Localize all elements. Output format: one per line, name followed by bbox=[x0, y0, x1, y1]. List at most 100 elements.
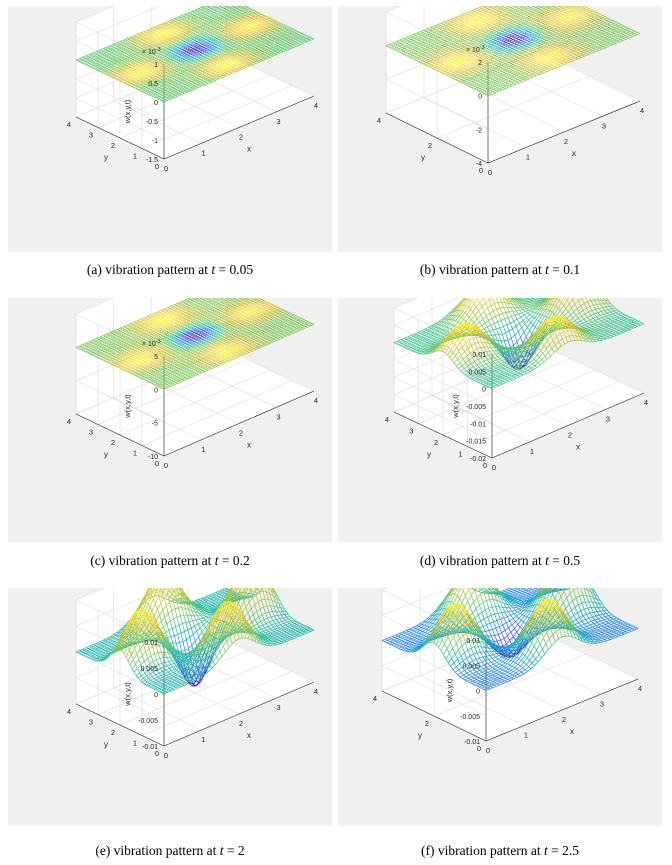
z-tick-label: 0.005 bbox=[462, 663, 480, 670]
x-tick-label: 3 bbox=[276, 703, 280, 712]
z-tick-label: -0.5 bbox=[146, 119, 158, 126]
y-tick-label: 1 bbox=[133, 449, 137, 458]
x-tick-label: 1 bbox=[526, 153, 530, 162]
caption-b: (b) vibration pattern at t = 0.1 bbox=[338, 262, 662, 278]
y-tick-label: 0 bbox=[483, 461, 487, 470]
y-tick-label: 2 bbox=[425, 719, 429, 728]
surface-mesh bbox=[75, 588, 315, 695]
z-tick-label: -0.015 bbox=[466, 439, 486, 446]
x-tick-label: 2 bbox=[568, 431, 572, 440]
x-tick-label: 3 bbox=[606, 414, 610, 423]
y-tick-label: 1 bbox=[133, 152, 137, 161]
y-tick-label: 4 bbox=[385, 415, 389, 424]
axis-lines bbox=[393, 354, 645, 459]
y-axis-label: y bbox=[104, 450, 108, 459]
x-tick-label: 4 bbox=[314, 101, 318, 110]
x-tick-label: 0 bbox=[164, 461, 168, 470]
surface-mesh bbox=[381, 588, 639, 691]
x-tick-label: 2 bbox=[564, 137, 568, 146]
y-tick-label: 0 bbox=[155, 749, 159, 758]
y-axis-label: y bbox=[104, 153, 108, 162]
z-tick-label: -4 bbox=[476, 161, 482, 168]
z-tick-label: 0 bbox=[154, 387, 158, 394]
z-tick-label: -1.5 bbox=[146, 157, 158, 164]
z-tick-label: -0.005 bbox=[466, 404, 486, 411]
y-axis-label: y bbox=[421, 153, 425, 162]
x-axis-label: x bbox=[570, 727, 574, 736]
surface-mesh bbox=[385, 6, 641, 97]
z-tick-label: 0 bbox=[154, 100, 158, 107]
plot-f: 0.01 0.005 0 -0.005 -0.01 0 1 2 3 4 0 2 4 x y w(x,y,t) bbox=[338, 588, 662, 826]
x-tick-label: 3 bbox=[276, 412, 280, 421]
x-tick-label: 1 bbox=[524, 731, 528, 740]
z-axis-label: w(x,y,t) bbox=[445, 678, 454, 703]
x-tick-label: 4 bbox=[640, 106, 644, 115]
x-tick-label: 1 bbox=[201, 445, 205, 454]
x-axis-label: x bbox=[247, 441, 251, 450]
x-tick-label: 0 bbox=[492, 463, 496, 472]
z-tick-label: -0.01 bbox=[142, 744, 158, 751]
z-tick-label: -1 bbox=[152, 138, 158, 145]
z-axis-label: w(x,y,t) bbox=[123, 682, 132, 707]
z-tick-label: 0.01 bbox=[472, 352, 486, 359]
surface-mesh bbox=[393, 298, 645, 390]
z-tick-label: 0 bbox=[482, 387, 486, 394]
x-axis-label: x bbox=[572, 149, 576, 158]
panel-e: 0.01 0.005 0 -0.005 -0.01 0 1 2 3 4 0 1 2 3 4 x y w(x,y,t… bbox=[8, 588, 332, 863]
surface-mesh bbox=[75, 298, 315, 390]
x-tick-label: 1 bbox=[201, 735, 205, 744]
y-tick-label: 1 bbox=[133, 739, 137, 748]
panel-b: 2 0 -2 -4 0 1 2 3 4 0 2 4 x y × 10-3 (b) vibration pat… bbox=[338, 6, 662, 298]
z-tick-label: -0.01 bbox=[464, 739, 480, 746]
x-tick-label: 4 bbox=[644, 398, 648, 407]
x-tick-label: 3 bbox=[600, 700, 604, 709]
x-tick-label: 3 bbox=[602, 122, 606, 131]
y-tick-label: 0 bbox=[477, 744, 481, 753]
y-tick-label: 2 bbox=[111, 141, 115, 150]
z-axis-label: w(x,y,t) bbox=[123, 99, 132, 124]
z-tick-label: -0.005 bbox=[138, 718, 158, 725]
surface-chart-e: 0.010.0050-0.005-0.010123401234xyw(x,y,t… bbox=[67, 588, 318, 760]
x-tick-label: 3 bbox=[276, 117, 280, 126]
y-axis-label: y bbox=[104, 740, 108, 749]
x-tick-label: 0 bbox=[486, 746, 490, 755]
y-tick-label: 0 bbox=[479, 166, 483, 175]
plot-c: 5 0 -5 -10 0 1 2 3 4 0 1 2 3 4 x y w(x,y,t) × 10-3 bbox=[8, 298, 332, 542]
z-tick-label: 0.01 bbox=[144, 640, 158, 647]
z-tick-label: -2 bbox=[476, 127, 482, 134]
x-axis-label: x bbox=[247, 145, 251, 154]
caption-d: (d) vibration pattern at t = 0.5 bbox=[338, 553, 662, 569]
z-tick-label: 0.005 bbox=[140, 666, 158, 673]
caption-e: (e) vibration pattern at t = 2 bbox=[8, 843, 332, 859]
z-exponent-label: × 10-3 bbox=[466, 45, 485, 54]
z-exponent-label: × 10-3 bbox=[142, 339, 161, 348]
panel-f: 0.01 0.005 0 -0.005 -0.01 0 1 2 3 4 0 2 4 x y w(x,y,t) … bbox=[338, 588, 662, 863]
caption-a: (a) vibration pattern at t = 0.05 bbox=[8, 262, 332, 278]
surface-mesh bbox=[75, 6, 315, 103]
y-tick-label: 3 bbox=[89, 718, 93, 727]
y-tick-label: 4 bbox=[67, 707, 71, 716]
y-tick-label: 3 bbox=[89, 131, 93, 140]
y-tick-label: 0 bbox=[155, 162, 159, 171]
y-tick-label: 4 bbox=[67, 417, 71, 426]
panel-c: 5 0 -5 -10 0 1 2 3 4 0 1 2 3 4 x y w(x,y,t) × 10-3 (c) vi… bbox=[8, 298, 332, 588]
x-axis-label: x bbox=[247, 731, 251, 740]
y-tick-label: 3 bbox=[89, 428, 93, 437]
x-tick-label: 0 bbox=[164, 751, 168, 760]
panel-d: 0.01 0.005 0 -0.005 -0.01 -0.015 -0.02 0 1 2 3 4 0 1 2… bbox=[338, 298, 662, 588]
z-tick-label: -5 bbox=[152, 421, 158, 428]
y-tick-label: 1 bbox=[458, 450, 462, 459]
y-tick-label: 4 bbox=[377, 116, 381, 125]
z-tick-label: -0.02 bbox=[470, 456, 486, 463]
z-tick-label: 1 bbox=[154, 62, 158, 69]
z-tick-label: 2 bbox=[478, 60, 482, 67]
plot-d: 0.01 0.005 0 -0.005 -0.01 -0.015 -0.02 0 1 2 3 4 0 1 2… bbox=[338, 298, 662, 542]
plot-e: 0.01 0.005 0 -0.005 -0.01 0 1 2 3 4 0 1 2 3 4 x y w(x,y,t… bbox=[8, 588, 332, 826]
z-tick-label: -0.005 bbox=[460, 714, 480, 721]
y-tick-label: 2 bbox=[111, 438, 115, 447]
y-axis-label: y bbox=[418, 731, 422, 740]
caption-f: (f) vibration pattern at t = 2.5 bbox=[338, 843, 662, 859]
x-axis-label: x bbox=[576, 443, 580, 452]
